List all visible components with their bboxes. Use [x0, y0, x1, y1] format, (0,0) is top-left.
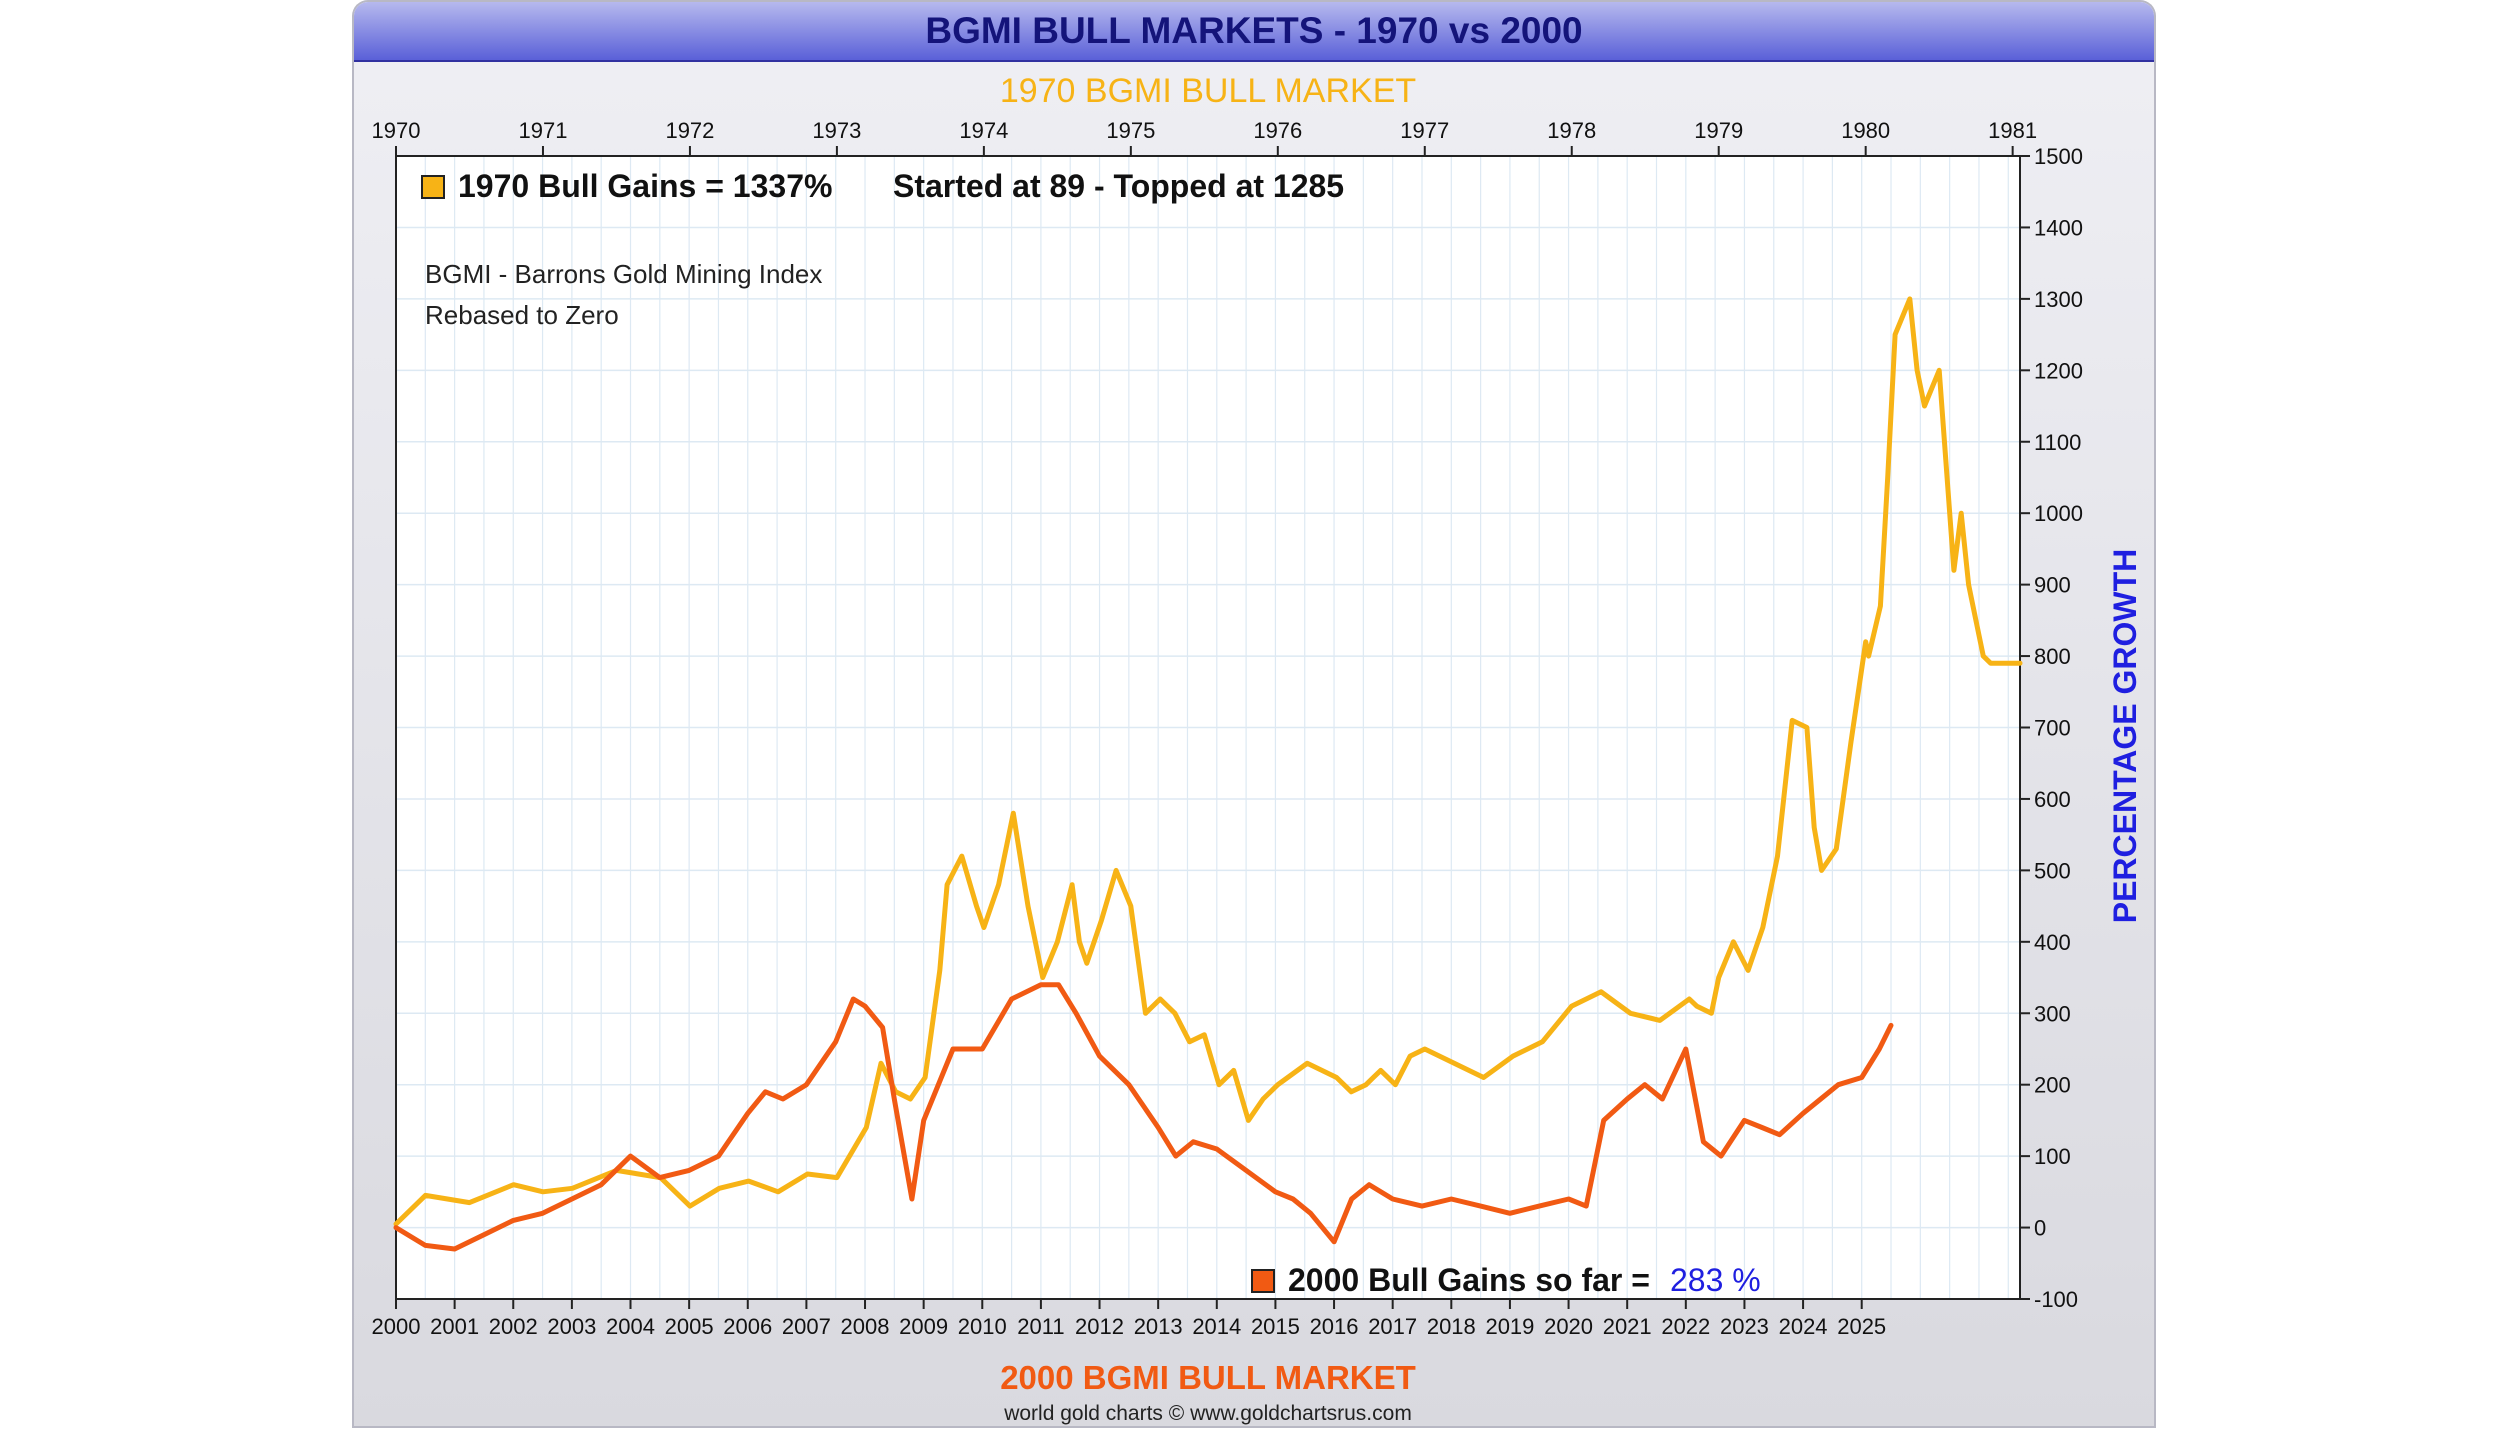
annotation-line1: BGMI - Barrons Gold Mining Index — [425, 259, 822, 289]
top-x-tick-label: 1977 — [1400, 118, 1449, 143]
y-tick-label: 1200 — [2034, 358, 2083, 383]
bottom-x-tick-label: 2002 — [489, 1314, 538, 1339]
y-tick-label: 100 — [2034, 1144, 2071, 1169]
bottom-x-tick-label: 2018 — [1427, 1314, 1476, 1339]
bottom-x-tick-label: 2021 — [1603, 1314, 1652, 1339]
bottom-axis-title: 2000 BGMI BULL MARKET — [1000, 1359, 1416, 1396]
bottom-x-tick-label: 2009 — [899, 1314, 948, 1339]
y-tick-label: 1300 — [2034, 287, 2083, 312]
y-tick-label: -100 — [2034, 1287, 2078, 1312]
bottom-x-tick-label: 2000 — [372, 1314, 421, 1339]
bottom-x-tick-label: 2005 — [665, 1314, 714, 1339]
bottom-x-tick-label: 2019 — [1485, 1314, 1534, 1339]
y-tick-label: 0 — [2034, 1216, 2046, 1241]
bottom-x-tick-label: 2014 — [1192, 1314, 1241, 1339]
bottom-x-tick-label: 2012 — [1075, 1314, 1124, 1339]
bottom-x-tick-label: 2001 — [430, 1314, 479, 1339]
annotation-line2: Rebased to Zero — [425, 300, 619, 330]
y-tick-label: 200 — [2034, 1073, 2071, 1098]
y-tick-label: 400 — [2034, 930, 2071, 955]
chart-title: BGMI BULL MARKETS - 1970 vs 2000 — [925, 10, 1583, 51]
top-x-tick-label: 1973 — [812, 118, 861, 143]
top-x-tick-label: 1971 — [518, 118, 567, 143]
bottom-x-tick-label: 2004 — [606, 1314, 655, 1339]
bottom-x-tick-label: 2017 — [1368, 1314, 1417, 1339]
top-x-tick-label: 1978 — [1547, 118, 1596, 143]
right-axis-title: PERCENTAGE GROWTH — [2107, 549, 2143, 924]
y-tick-label: 500 — [2034, 858, 2071, 883]
bottom-x-tick-label: 2025 — [1837, 1314, 1886, 1339]
top-x-tick-label: 1974 — [959, 118, 1008, 143]
bottom-x-tick-label: 2015 — [1251, 1314, 1300, 1339]
y-tick-label: 900 — [2034, 573, 2071, 598]
bottom-x-tick-label: 2023 — [1720, 1314, 1769, 1339]
top-axis-title: 1970 BGMI BULL MARKET — [1000, 72, 1416, 110]
y-tick-label: 700 — [2034, 716, 2071, 741]
bottom-x-tick-label: 2006 — [723, 1314, 772, 1339]
legend-2000-swatch — [1251, 1269, 1275, 1293]
y-tick-label: 800 — [2034, 644, 2071, 669]
bottom-x-tick-label: 2008 — [841, 1314, 890, 1339]
top-x-tick-label: 1979 — [1694, 118, 1743, 143]
credit: world gold charts © www.goldchartsrus.co… — [1003, 1402, 1412, 1425]
bottom-x-tick-label: 2013 — [1134, 1314, 1183, 1339]
y-tick-label: 1000 — [2034, 501, 2083, 526]
y-tick-label: 1100 — [2034, 430, 2081, 455]
legend-1970-detail: Started at 89 - Topped at 1285 — [893, 168, 1344, 204]
top-x-tick-label: 1981 — [1988, 118, 2037, 143]
title-bar: BGMI BULL MARKETS - 1970 vs 2000 — [354, 2, 2154, 62]
bottom-x-tick-label: 2016 — [1310, 1314, 1359, 1339]
bottom-x-tick-label: 2003 — [547, 1314, 596, 1339]
bottom-x-tick-label: 2024 — [1779, 1314, 1828, 1339]
y-tick-label: 1400 — [2034, 215, 2083, 240]
series-2000-line — [393, 982, 1894, 1252]
bottom-x-tick-label: 2022 — [1661, 1314, 1710, 1339]
top-x-tick-label: 1975 — [1106, 118, 1155, 143]
legend-1970-label: 1970 Bull Gains = 1337% — [458, 168, 832, 204]
top-x-tick-label: 1970 — [372, 118, 421, 143]
bottom-x-tick-label: 2010 — [958, 1314, 1007, 1339]
axis-ticks: -100 0 100 200 300 400 500 600 700 800 900 1000 1100… — [372, 118, 2083, 1339]
bottom-x-tick-label: 2011 — [1017, 1314, 1064, 1339]
legend-2000-label: 2000 Bull Gains so far = — [1288, 1262, 1650, 1298]
top-x-tick-label: 1976 — [1253, 118, 1302, 143]
bottom-x-tick-label: 2020 — [1544, 1314, 1593, 1339]
legend-1970-swatch — [421, 175, 445, 199]
y-tick-label: 600 — [2034, 787, 2071, 812]
y-tick-label: 300 — [2034, 1001, 2071, 1026]
legend-2000-value: 283 % — [1670, 1262, 1761, 1298]
bottom-x-tick-label: 2007 — [782, 1314, 831, 1339]
series-lines — [393, 296, 2023, 1252]
top-x-tick-label: 1972 — [665, 118, 714, 143]
y-tick-label: 1500 — [2034, 144, 2083, 169]
top-x-tick-label: 1980 — [1841, 118, 1890, 143]
